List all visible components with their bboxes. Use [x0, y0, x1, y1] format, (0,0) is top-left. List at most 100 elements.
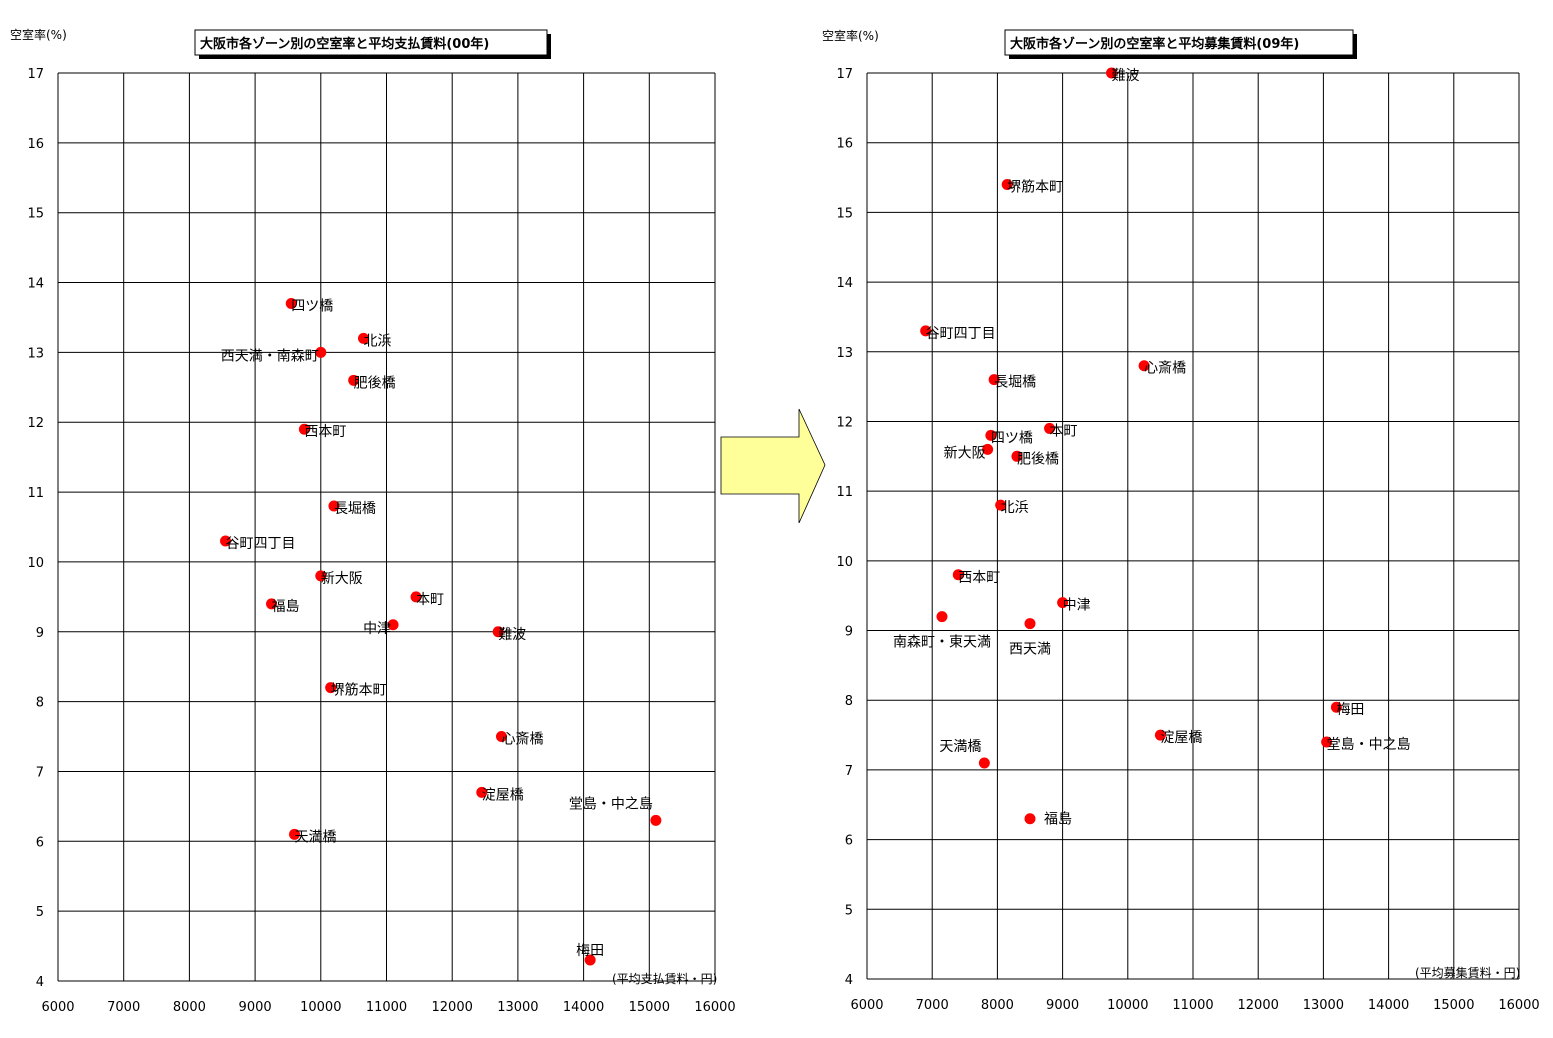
y-tick-label: 15 — [27, 207, 44, 222]
data-point — [285, 297, 297, 309]
data-label: 福島 — [272, 599, 300, 615]
data-label: 新大阪 — [321, 571, 363, 587]
x-tick-label: 14000 — [1368, 998, 1409, 1013]
data-label: 梅田 — [1336, 702, 1364, 718]
data-label: 谷町四丁目 — [226, 536, 296, 552]
data-point — [289, 828, 301, 840]
data-label: 難波 — [1112, 68, 1140, 84]
data-label: 淀屋橋 — [482, 787, 524, 803]
y-tick-label: 17 — [836, 67, 853, 82]
data-point — [348, 374, 360, 386]
arrow-right-icon — [720, 408, 826, 524]
data-point — [650, 814, 662, 826]
y-tick-label: 11 — [27, 486, 44, 501]
x-tick-label: 7000 — [916, 998, 949, 1013]
x-tick-label: 8000 — [981, 998, 1014, 1013]
data-label: 淀屋橋 — [1160, 730, 1202, 746]
x-axis-label: (平均支払賃料・円) — [612, 971, 717, 986]
y-axis-label: 空室率(%) — [10, 27, 67, 42]
data-label: 心斎橋 — [501, 731, 543, 748]
data-label: 堂島・中之島 — [569, 796, 653, 812]
x-tick-label: 15000 — [1433, 998, 1474, 1013]
chart-title: 大阪市各ゾーン別の空室率と平均支払賃料(00年) — [200, 36, 489, 52]
data-label: 谷町四丁目 — [926, 326, 996, 342]
x-tick-label: 9000 — [1046, 998, 1079, 1013]
data-point — [985, 429, 997, 441]
data-point — [476, 786, 488, 798]
data-label: 長堀橋 — [994, 375, 1036, 391]
data-label: 福島 — [1044, 812, 1072, 828]
data-point — [988, 374, 1000, 386]
y-tick-label: 16 — [836, 137, 853, 152]
x-axis-label: (平均募集賃料・円) — [1415, 965, 1520, 980]
data-label: 難波 — [498, 627, 526, 643]
chart-0: 6000 7000 8000 9000 10000 11000 12000 13000 1400… — [10, 27, 736, 1015]
x-tick-label: 12000 — [432, 1000, 473, 1015]
data-label: 新大阪 — [944, 445, 986, 461]
y-tick-label: 5 — [845, 903, 853, 918]
title-box — [1004, 29, 1354, 56]
data-point — [387, 619, 399, 631]
data-point — [492, 626, 504, 638]
x-tick-label: 6000 — [850, 998, 883, 1013]
data-label: 長堀橋 — [334, 501, 376, 517]
data-label: 南森町・東天満 — [893, 635, 991, 651]
y-tick-label: 9 — [845, 625, 853, 640]
y-tick-label: 14 — [27, 277, 44, 292]
data-point — [952, 569, 964, 581]
data-label: 四ツ橋 — [291, 298, 333, 314]
x-tick-label: 6000 — [41, 1000, 74, 1015]
data-label: 中津 — [363, 621, 391, 637]
data-label: 肥後橋 — [1017, 451, 1059, 467]
y-tick-label: 17 — [27, 67, 44, 82]
data-point — [920, 325, 932, 337]
data-label: 心斎橋 — [1144, 360, 1186, 377]
data-point — [1138, 360, 1150, 372]
y-tick-label: 6 — [36, 835, 44, 850]
x-tick-label: 10000 — [1107, 998, 1148, 1013]
data-label: 西本町 — [304, 424, 346, 440]
data-point — [358, 332, 370, 344]
x-tick-label: 13000 — [1303, 998, 1344, 1013]
data-label: 天満橋 — [295, 829, 337, 845]
data-label: 四ツ橋 — [991, 430, 1033, 446]
y-tick-label: 13 — [27, 346, 44, 361]
data-point — [982, 443, 994, 455]
data-label: 西天満・南森町 — [221, 348, 319, 364]
data-point — [1330, 701, 1342, 713]
data-point — [325, 682, 337, 694]
y-tick-label: 5 — [36, 905, 44, 920]
data-point — [495, 731, 507, 743]
y-tick-label: 11 — [836, 485, 853, 500]
data-point — [1057, 597, 1069, 609]
data-point — [1044, 422, 1056, 434]
y-tick-label: 8 — [36, 696, 44, 711]
data-point — [584, 954, 596, 966]
x-tick-label: 7000 — [107, 1000, 140, 1015]
data-label: 西天満 — [1009, 642, 1051, 658]
data-point — [410, 591, 422, 603]
data-label: 北浜 — [1001, 500, 1029, 516]
y-tick-label: 7 — [36, 765, 44, 780]
x-tick-label: 16000 — [1498, 998, 1539, 1013]
data-point — [1024, 618, 1036, 630]
y-tick-label: 12 — [27, 416, 44, 431]
data-point — [1011, 450, 1023, 462]
data-point — [1001, 179, 1013, 191]
x-tick-label: 8000 — [173, 1000, 206, 1015]
x-tick-label: 10000 — [300, 1000, 341, 1015]
y-tick-label: 10 — [27, 556, 44, 571]
data-point — [266, 598, 278, 610]
data-point — [220, 535, 232, 547]
data-point — [995, 499, 1007, 511]
y-axis-label: 空室率(%) — [822, 28, 879, 43]
data-point — [1106, 67, 1117, 79]
data-point — [315, 570, 327, 582]
x-tick-label: 15000 — [629, 1000, 670, 1015]
data-label: 西本町 — [958, 570, 1000, 586]
y-tick-label: 4 — [36, 975, 44, 990]
x-tick-label: 12000 — [1238, 998, 1279, 1013]
chart-1: 6000 7000 8000 9000 10000 11000 12000 13000 1400… — [822, 28, 1540, 1013]
y-tick-label: 16 — [27, 137, 44, 152]
